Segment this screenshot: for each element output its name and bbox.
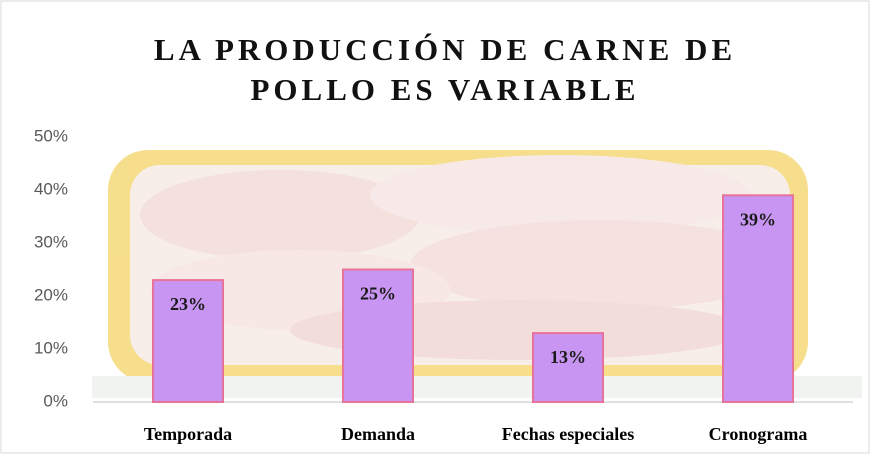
y-tick-label: 20%	[34, 285, 68, 304]
x-tick-label: Demanda	[341, 424, 415, 444]
y-tick-label: 30%	[34, 232, 68, 251]
y-tick-label: 40%	[34, 179, 68, 198]
bar	[722, 194, 794, 403]
bar	[532, 332, 604, 404]
drumstick	[370, 155, 750, 235]
data-label: 23%	[170, 294, 206, 314]
y-tick-label: 50%	[34, 126, 68, 145]
y-tick-label: 10%	[34, 338, 68, 357]
x-tick-label: Fechas especiales	[502, 424, 634, 444]
data-label: 39%	[740, 209, 776, 229]
bar	[342, 268, 414, 403]
data-label: 13%	[550, 347, 586, 367]
label-strip	[92, 376, 862, 398]
chart-title: POLLO ES VARIABLE	[250, 72, 639, 107]
drumstick	[410, 220, 790, 310]
x-tick-label: Cronograma	[709, 424, 808, 444]
chart-title: LA PRODUCCIÓN DE CARNE DE	[154, 32, 736, 67]
bar	[152, 279, 224, 404]
x-tick-label: Temporada	[144, 424, 232, 444]
y-tick-label: 0%	[43, 391, 68, 410]
drumstick	[140, 170, 420, 260]
data-label: 25%	[360, 284, 396, 304]
